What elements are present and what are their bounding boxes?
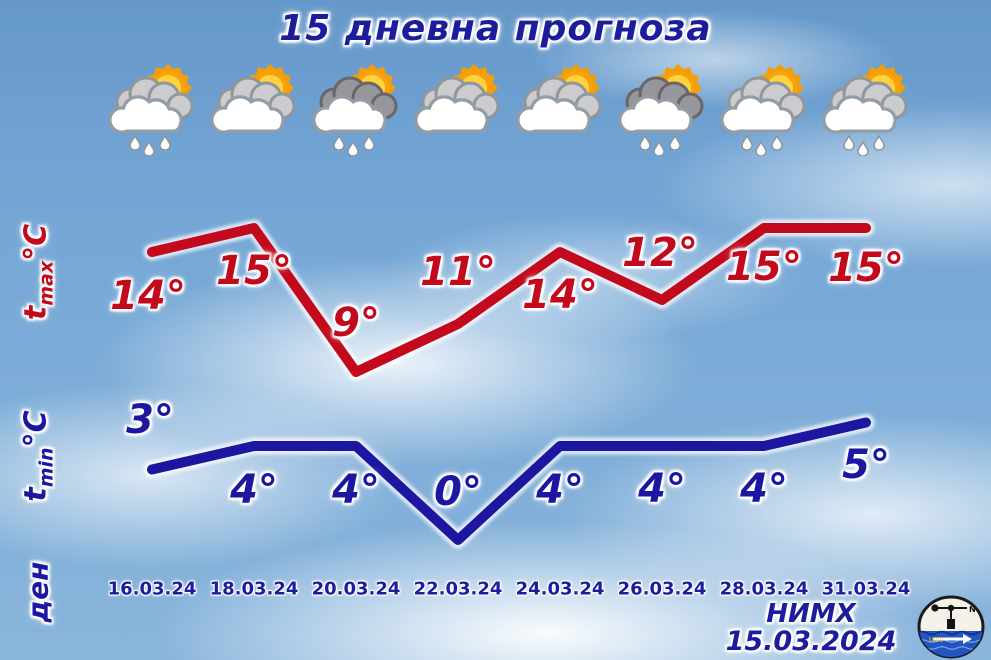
logo-water: 1890 xyxy=(919,630,983,657)
cloud-front-icon xyxy=(720,95,795,134)
cloud-front-icon xyxy=(618,95,693,134)
tmin-value-label: 3° xyxy=(126,397,174,443)
raindrops-icon xyxy=(639,134,681,157)
footer-credit: НИМХ 15.03.2024 xyxy=(706,599,916,658)
date-label: 31.03.24 xyxy=(821,578,911,600)
tmax-line xyxy=(147,223,871,377)
page-title: 15 дневна прогноза xyxy=(279,8,712,49)
sun-cloud-rain-icon xyxy=(822,63,908,157)
weather-icon xyxy=(306,60,406,157)
raindrops-icon xyxy=(843,134,885,157)
cloud-front-icon xyxy=(210,95,285,134)
tmax-value-label: 15° xyxy=(828,245,904,291)
tmax-axis-label: tmax°C xyxy=(18,223,58,321)
weather-icon xyxy=(408,60,508,156)
date-label: 20.03.24 xyxy=(311,578,401,600)
svg-text:1890: 1890 xyxy=(928,637,943,644)
date-label: 28.03.24 xyxy=(719,578,809,600)
tmin-line xyxy=(147,417,871,545)
date-label: 18.03.24 xyxy=(209,578,299,600)
weather-icon xyxy=(816,60,916,157)
weather-icon xyxy=(204,60,304,156)
issue-date: 15.03.2024 xyxy=(725,626,897,658)
weather-icon xyxy=(612,60,712,157)
tmin-axis-label: tmin°C xyxy=(18,410,58,502)
svg-text:N: N xyxy=(969,605,976,614)
raindrops-icon xyxy=(741,134,783,157)
sun-cloud-icon xyxy=(516,63,602,134)
tmax-value-label: 11° xyxy=(420,249,496,295)
tmin-value-label: 4° xyxy=(638,466,686,512)
tmin-value-label: 4° xyxy=(332,467,380,513)
org-name: НИМХ xyxy=(766,599,856,629)
weather-icon xyxy=(102,60,202,157)
date-label: 26.03.24 xyxy=(617,578,707,600)
sun-cloud-rain-icon xyxy=(720,63,806,157)
sun-dark-cloud-rain-icon xyxy=(618,63,704,157)
tmax-value-label: 15° xyxy=(216,248,292,294)
logo-weather-vane xyxy=(931,604,967,629)
weather-icon xyxy=(714,60,814,157)
cloud-front-icon xyxy=(108,95,183,134)
tmin-value-label: 5° xyxy=(842,442,890,488)
tmax-value-label: 15° xyxy=(726,244,802,290)
sun-cloud-icon xyxy=(210,63,296,134)
cloud-front-icon xyxy=(312,95,387,134)
day-axis-label: ден xyxy=(21,561,55,623)
raindrops-icon xyxy=(333,134,375,157)
tmin-value-label: 4° xyxy=(740,466,788,512)
weather-icon xyxy=(510,60,610,156)
tmax-value-label: 14° xyxy=(522,272,598,318)
tmin-value-label: 4° xyxy=(230,467,278,513)
date-label: 16.03.24 xyxy=(107,578,197,600)
cloud-front-icon xyxy=(516,95,591,134)
tmax-value-label: 12° xyxy=(622,230,698,276)
cloud-front-icon xyxy=(414,95,489,134)
sun-cloud-rain-icon xyxy=(108,63,194,157)
date-label: 24.03.24 xyxy=(515,578,605,600)
sun-dark-cloud-rain-icon xyxy=(312,63,398,157)
sun-cloud-icon xyxy=(414,63,500,134)
raindrops-icon xyxy=(129,134,171,157)
tmin-value-label: 0° xyxy=(434,469,482,515)
tmin-value-label: 4° xyxy=(536,467,584,513)
tmax-value-label: 14° xyxy=(110,273,186,319)
date-label: 22.03.24 xyxy=(413,578,503,600)
tmax-value-label: 9° xyxy=(332,300,380,346)
cloud-front-icon xyxy=(822,95,897,134)
nimh-logo: 1890 N xyxy=(917,595,985,659)
